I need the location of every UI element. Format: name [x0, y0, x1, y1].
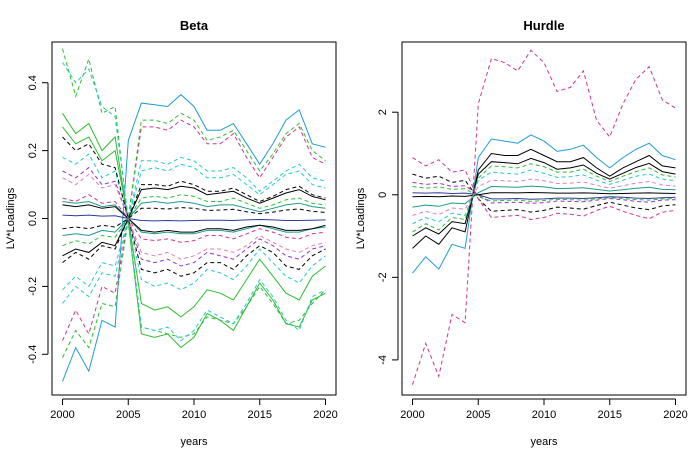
plot-frame — [401, 41, 687, 396]
y-tick-label: 0 — [377, 192, 389, 198]
x-tick-label: 2000 — [50, 409, 74, 421]
x-tick-label: 2005 — [116, 409, 140, 421]
x-tick-label: 2005 — [466, 409, 490, 421]
series-line-9 — [62, 156, 326, 304]
y-tick-label: -0.2 — [27, 277, 39, 296]
series-line-6 — [62, 112, 326, 358]
x-tick-label: 2000 — [400, 409, 424, 421]
series-line-1 — [62, 93, 326, 382]
x-tick-label: 2010 — [532, 409, 556, 421]
y-tick-label: -2 — [377, 272, 389, 282]
y-tick-label: 2 — [377, 109, 389, 115]
series-line-17 — [62, 204, 326, 233]
y-tick-label: -0.4 — [27, 345, 39, 364]
series-line-12 — [62, 180, 326, 263]
series-line-3 — [62, 113, 326, 349]
series-line-11 — [412, 192, 676, 200]
x-axis-label: years — [181, 436, 208, 448]
series-line-7 — [62, 126, 326, 318]
x-tick-label: 2020 — [313, 409, 337, 421]
y-tick-label: 0.4 — [27, 75, 39, 90]
x-tick-label: 2015 — [597, 409, 621, 421]
series-line-10 — [412, 185, 676, 208]
y-tick-label: 0.0 — [27, 211, 39, 226]
series-line-22 — [62, 207, 326, 230]
series-line-1 — [412, 49, 676, 385]
series-group — [412, 49, 676, 385]
chart-title: Beta — [180, 18, 209, 33]
x-tick-label: 2010 — [182, 409, 206, 421]
series-line-8 — [62, 153, 326, 291]
series-line-14 — [412, 186, 676, 202]
x-axis: 2000 2005 2010 2015 2020 years — [50, 398, 338, 448]
series-line-10 — [62, 163, 326, 291]
y-axis-label: LV*Loadings — [355, 187, 367, 249]
x-tick-label: 2020 — [663, 409, 687, 421]
series-line-11 — [62, 136, 326, 277]
series-line-16 — [62, 200, 326, 235]
series-line-14 — [62, 166, 326, 267]
series-line-13 — [412, 178, 676, 216]
series-line-19 — [62, 214, 326, 222]
series-line-2 — [62, 48, 326, 338]
series-line-6 — [412, 169, 676, 225]
series-line-18 — [62, 200, 326, 237]
y-axis: -0.4 -0.2 0.0 0.2 0.4 LV*Loadings — [5, 75, 49, 364]
plot-frame — [51, 41, 337, 396]
series-line-13 — [62, 185, 326, 257]
series-line-5 — [412, 163, 676, 233]
series-line-15 — [62, 173, 326, 260]
series-line-8 — [412, 157, 676, 221]
series-line-9 — [412, 181, 676, 204]
x-tick-label: 2015 — [247, 409, 271, 421]
y-axis: -4 -2 0 2 LV*Loadings — [355, 109, 399, 365]
series-line-4 — [412, 157, 676, 237]
series-group — [62, 48, 326, 382]
y-tick-label: 0.2 — [27, 143, 39, 158]
x-axis-label: years — [531, 436, 558, 448]
series-line-5 — [62, 119, 326, 341]
chart-title: Hurdle — [523, 18, 564, 33]
series-line-2 — [412, 134, 676, 274]
series-line-3 — [412, 148, 676, 249]
y-axis-label: LV*Loadings — [5, 187, 17, 249]
panel-hurdle: Hurdle 2000 2005 2010 2015 2020 years -4 -2 0 2 LV*… — [355, 18, 688, 448]
series-line-20 — [62, 194, 326, 243]
y-tick-label: -4 — [377, 355, 389, 365]
series-line-12 — [412, 191, 676, 198]
x-axis: 2000 2005 2010 2015 2020 years — [400, 398, 688, 448]
series-line-21 — [62, 194, 326, 247]
panel-beta: Beta 2000 2005 2010 2015 2020 years -0.4 -0.2 0.0… — [5, 18, 338, 448]
series-line-7 — [412, 173, 676, 213]
series-line-4 — [62, 62, 326, 342]
